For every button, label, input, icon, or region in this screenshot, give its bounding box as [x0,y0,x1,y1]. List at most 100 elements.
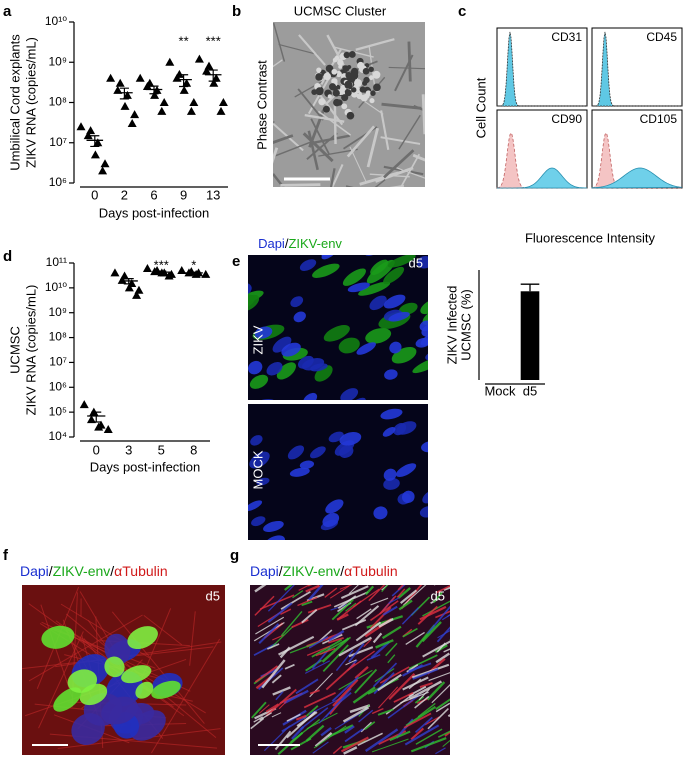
fiber [344,728,364,743]
fiber [357,732,383,747]
cell [358,281,391,296]
cell [290,296,304,308]
texture [381,102,422,110]
title-part: / [49,563,53,579]
cell [287,445,305,460]
cell [341,103,348,110]
fiber [422,640,450,658]
title-part: αTubulin [344,563,398,579]
cell [420,299,428,315]
fiber [312,741,329,754]
texture [273,134,294,144]
fiber [435,585,450,594]
cell [332,57,338,63]
fiber [402,676,429,691]
title-part: ZIKV-env [288,236,342,251]
fiber [334,692,352,707]
title-part: / [279,563,283,579]
fiber [331,599,354,621]
fiber [408,662,432,673]
fiber [40,604,73,697]
fiber [308,636,329,649]
cell [316,67,322,73]
fiber [307,604,332,614]
cell [412,356,428,374]
title-part: αTubulin [114,563,168,579]
fiber [364,721,376,730]
data-point [90,150,100,159]
data-point [186,106,196,115]
cell [369,295,387,311]
texture [398,114,421,150]
cell [357,61,365,70]
fiber [360,721,372,733]
cell [248,360,263,375]
fiber [290,718,321,743]
cell [127,626,158,650]
title-part: / [285,236,289,251]
cell [365,90,372,97]
cell [362,80,368,86]
fiber [389,730,411,742]
panel-title: Dapi/ZIKV-env/αTubulin [250,563,398,579]
phase-image [273,22,425,187]
fluorescence-image [250,585,450,755]
y-axis-label: UCMSC [7,326,22,374]
cell [339,445,354,458]
fiber [251,701,267,719]
fiber [280,611,303,637]
fiber [255,616,285,635]
x-tick-label: Mock [484,383,516,398]
fiber [307,585,313,587]
cell [289,467,310,477]
y-tick-label: 10⁸ [49,95,67,109]
fiber [385,642,398,657]
cell [348,51,356,58]
data-point [83,131,93,140]
cell [104,656,125,678]
x-tick-label: 0 [93,442,100,457]
significance: * [191,257,196,272]
fiber [322,644,349,672]
title-part: Dapi [258,236,285,251]
cell [309,446,326,459]
fiber [280,591,311,610]
fiber [143,614,183,646]
x-tick-label: 5 [158,442,165,457]
y-tick-label: 10⁵ [49,404,67,418]
cell [339,432,362,446]
error-bar [90,135,100,148]
data-point [189,98,199,106]
cell [384,369,398,380]
cell [121,665,152,684]
fiber [348,646,374,658]
y-axis-label: Umbilical Cord explants [7,34,22,171]
error-bar [149,85,159,95]
fiber [398,599,413,611]
fiber [435,747,446,755]
texture [273,141,311,158]
cell [394,234,416,252]
fiber [274,730,292,751]
cell [396,421,417,435]
row-label: ZIKV [250,325,265,354]
data-point [218,98,228,106]
fiber [435,702,450,713]
fiber [381,585,389,593]
fiber [414,695,430,709]
x-tick-label: 8 [190,442,197,457]
fiber [339,585,353,590]
fiber [364,585,375,596]
data-point [216,106,226,115]
cell [303,392,318,400]
texture [280,183,321,187]
fiber [291,618,309,629]
cell [338,337,360,354]
fiber [253,642,277,657]
texture [304,113,345,123]
fiber [254,585,267,593]
cell [341,94,349,102]
fiber [405,705,437,727]
fiber [278,701,287,710]
fiber [379,595,397,615]
